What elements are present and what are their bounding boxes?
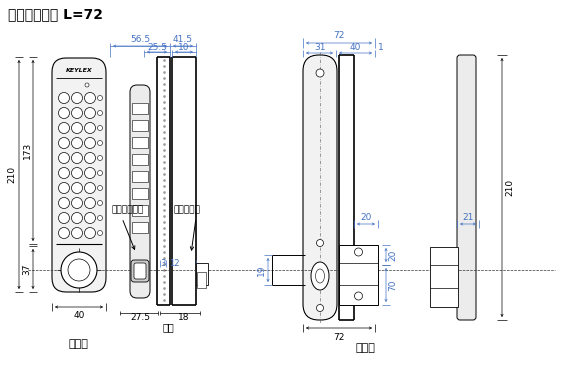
Text: 10: 10 <box>178 42 190 52</box>
Circle shape <box>84 198 96 209</box>
Circle shape <box>71 152 83 163</box>
Text: 56.5: 56.5 <box>130 35 150 43</box>
Circle shape <box>84 183 96 194</box>
Text: 3: 3 <box>160 258 166 268</box>
Circle shape <box>97 201 103 205</box>
Circle shape <box>59 123 70 134</box>
Bar <box>132 154 148 165</box>
Circle shape <box>84 123 96 134</box>
Circle shape <box>71 198 83 209</box>
Text: 20: 20 <box>360 213 372 223</box>
Circle shape <box>97 170 103 176</box>
Bar <box>132 222 148 233</box>
Circle shape <box>59 198 70 209</box>
Bar <box>132 137 148 148</box>
Circle shape <box>59 152 70 163</box>
Circle shape <box>316 69 324 77</box>
Circle shape <box>68 259 90 281</box>
Text: 25.5: 25.5 <box>147 42 167 52</box>
FancyBboxPatch shape <box>131 260 149 282</box>
Bar <box>132 171 148 182</box>
Circle shape <box>97 156 103 160</box>
Text: KEYLEX: KEYLEX <box>66 67 92 72</box>
Circle shape <box>84 107 96 118</box>
Text: 18: 18 <box>178 312 190 322</box>
Circle shape <box>84 138 96 149</box>
Text: 20: 20 <box>389 249 397 261</box>
Circle shape <box>59 212 70 223</box>
Circle shape <box>97 216 103 220</box>
Circle shape <box>59 227 70 238</box>
Circle shape <box>84 152 96 163</box>
Bar <box>132 120 148 131</box>
Circle shape <box>355 292 363 300</box>
Text: 扉厚: 扉厚 <box>162 322 174 332</box>
Text: 41.5: 41.5 <box>173 35 193 43</box>
Circle shape <box>61 252 97 288</box>
Circle shape <box>59 92 70 103</box>
Circle shape <box>84 227 96 238</box>
Ellipse shape <box>316 269 324 283</box>
Circle shape <box>316 240 324 247</box>
Text: 31: 31 <box>314 43 325 53</box>
Text: 室外側: 室外側 <box>68 339 88 349</box>
Circle shape <box>59 138 70 149</box>
Text: ロックターン: ロックターン <box>112 205 144 215</box>
Circle shape <box>97 141 103 145</box>
Text: 1: 1 <box>378 43 384 53</box>
Circle shape <box>59 167 70 178</box>
Circle shape <box>97 230 103 236</box>
Text: 27.5: 27.5 <box>130 312 150 322</box>
Text: 70: 70 <box>389 279 397 291</box>
Circle shape <box>71 107 83 118</box>
Text: 72: 72 <box>333 333 345 342</box>
Bar <box>197 272 206 288</box>
Text: 19: 19 <box>256 264 266 276</box>
Circle shape <box>84 212 96 223</box>
Circle shape <box>59 183 70 194</box>
Circle shape <box>71 138 83 149</box>
Bar <box>196 263 208 285</box>
Circle shape <box>71 167 83 178</box>
FancyBboxPatch shape <box>457 55 476 320</box>
Circle shape <box>316 304 324 311</box>
Circle shape <box>97 185 103 191</box>
Circle shape <box>84 92 96 103</box>
Text: 210: 210 <box>7 166 17 183</box>
Text: 210: 210 <box>506 179 515 196</box>
Text: 21: 21 <box>462 213 474 223</box>
Circle shape <box>71 227 83 238</box>
Bar <box>132 188 148 199</box>
Text: 173: 173 <box>22 142 31 159</box>
Circle shape <box>71 123 83 134</box>
Text: サムターン: サムターン <box>173 205 200 215</box>
FancyBboxPatch shape <box>134 263 146 279</box>
FancyBboxPatch shape <box>52 58 106 292</box>
Circle shape <box>85 83 89 87</box>
Circle shape <box>97 110 103 116</box>
Text: 72: 72 <box>333 32 345 40</box>
FancyBboxPatch shape <box>130 85 150 298</box>
Ellipse shape <box>311 262 329 290</box>
Circle shape <box>71 212 83 223</box>
Circle shape <box>97 125 103 131</box>
Text: 40: 40 <box>74 311 85 319</box>
Circle shape <box>84 167 96 178</box>
Circle shape <box>71 92 83 103</box>
Text: デッドボルト L=72: デッドボルト L=72 <box>8 7 103 21</box>
Text: 37: 37 <box>22 263 31 275</box>
Circle shape <box>355 248 363 256</box>
Bar <box>339 245 378 305</box>
Circle shape <box>59 107 70 118</box>
Text: 室内側: 室内側 <box>355 343 375 353</box>
Bar <box>132 103 148 114</box>
FancyBboxPatch shape <box>303 55 337 320</box>
Circle shape <box>97 96 103 100</box>
Text: 40: 40 <box>349 43 361 53</box>
Bar <box>132 205 148 216</box>
Circle shape <box>71 183 83 194</box>
Text: 12: 12 <box>169 258 179 268</box>
Bar <box>430 247 458 307</box>
